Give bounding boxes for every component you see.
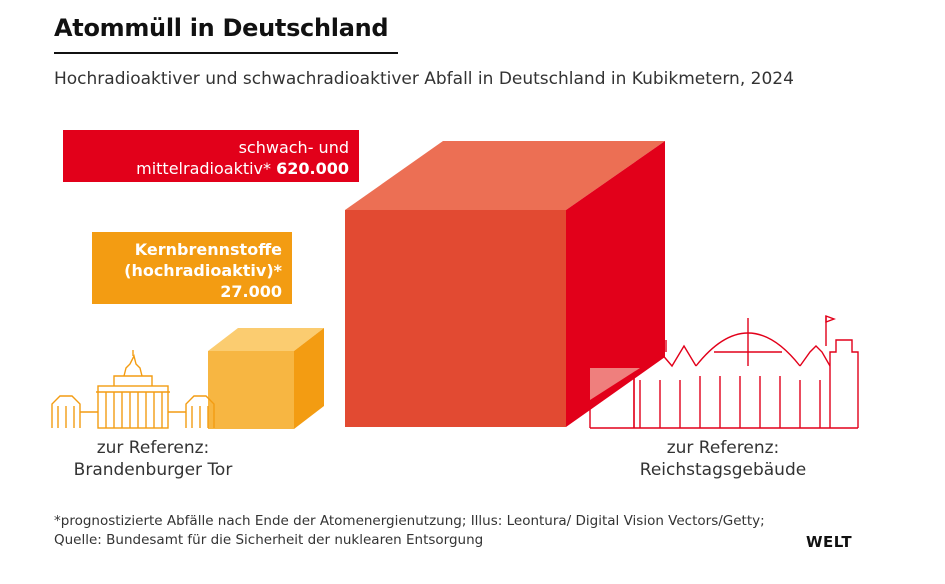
label-red-value: 620.000 bbox=[276, 159, 349, 178]
orange-cube-front bbox=[208, 351, 294, 429]
red-cube-top bbox=[345, 141, 665, 210]
red-cube-side bbox=[566, 141, 665, 427]
ref-left-line1: zur Referenz: bbox=[96, 438, 210, 458]
brandenburger-tor-outline bbox=[51, 350, 215, 429]
label-red-line1: schwach- und bbox=[238, 138, 349, 157]
orange-cube-side bbox=[294, 328, 324, 429]
label-orange-line2: (hochradioaktiv)* bbox=[124, 261, 282, 280]
reference-brandenburger-tor: zur Referenz: Brandenburger Tor bbox=[48, 437, 258, 481]
label-orange-line1: Kernbrennstoffe bbox=[134, 240, 282, 259]
reichstag-outline bbox=[589, 314, 859, 429]
ref-right-line1: zur Referenz: bbox=[666, 438, 780, 458]
title-underline bbox=[54, 52, 398, 54]
label-kernbrennstoffe: Kernbrennstoffe (hochradioaktiv)* 27.000 bbox=[92, 232, 292, 304]
welt-logo: WELT bbox=[806, 533, 853, 551]
label-red-line2: mittelradioaktiv* bbox=[136, 159, 272, 178]
page-title: Atommüll in Deutschland bbox=[54, 14, 389, 42]
reichstag-shadow bbox=[590, 368, 640, 400]
subtitle: Hochradioaktiver und schwachradioaktiver… bbox=[54, 69, 794, 89]
footnote: *prognostizierte Abfälle nach Ende der A… bbox=[54, 513, 765, 548]
ref-right-line2: Reichstagsgebäude bbox=[639, 460, 807, 480]
red-cube-front bbox=[345, 210, 566, 427]
label-schwach-mittelradioaktiv: schwach- und mittelradioaktiv* 620.000 bbox=[63, 130, 359, 182]
orange-cube-top bbox=[208, 328, 324, 351]
ref-left-line2: Brandenburger Tor bbox=[73, 460, 233, 480]
reference-reichstag: zur Referenz: Reichstagsgebäude bbox=[598, 437, 848, 481]
label-orange-value: 27.000 bbox=[220, 282, 282, 301]
